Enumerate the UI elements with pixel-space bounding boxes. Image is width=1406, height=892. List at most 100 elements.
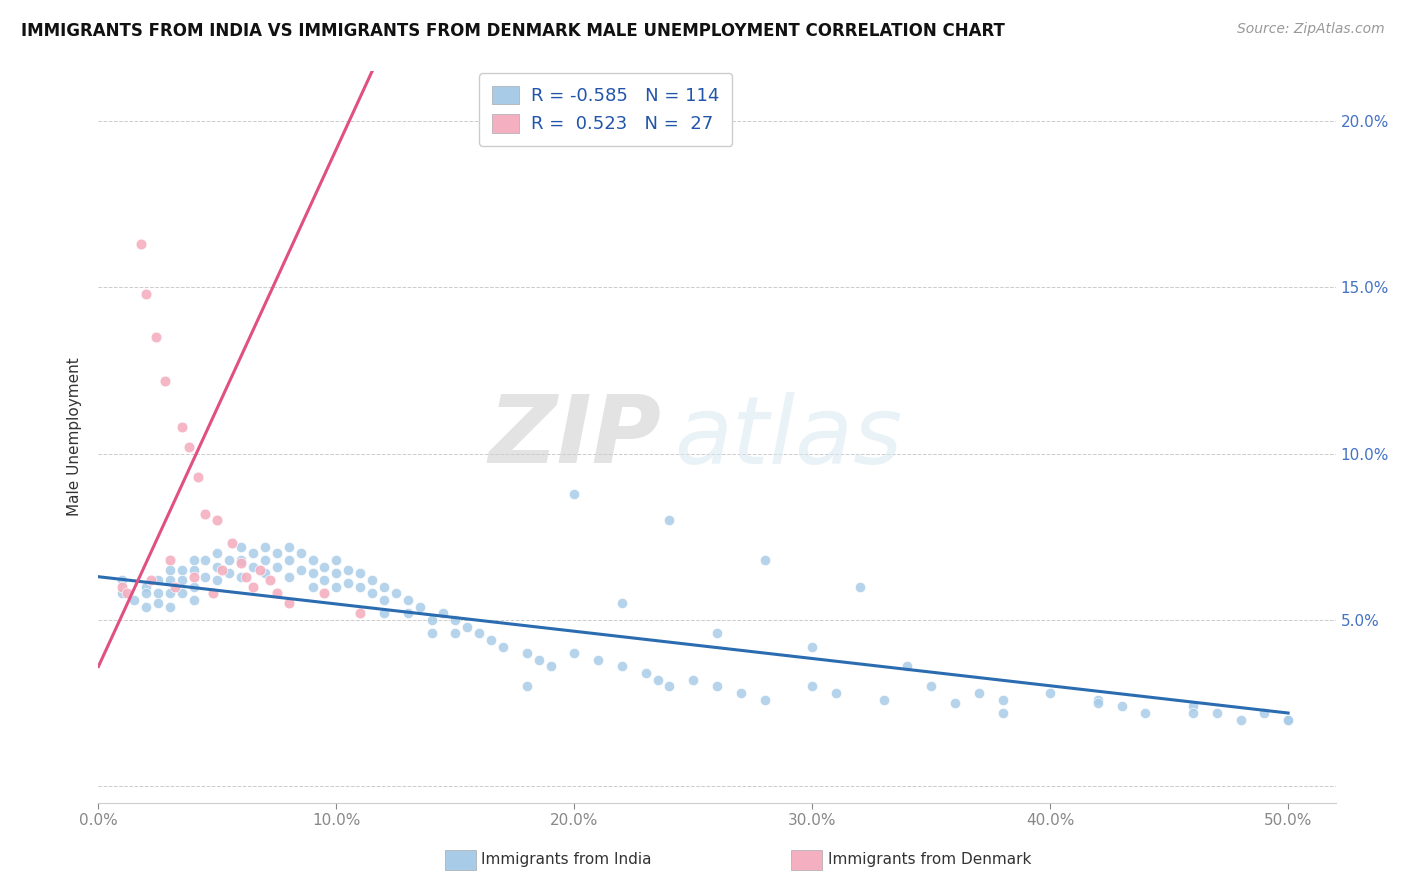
Point	[146, 596, 169, 610]
Point	[1111, 699, 1133, 714]
Point	[183, 570, 205, 584]
Point	[242, 559, 264, 574]
Point	[610, 659, 633, 673]
Point	[177, 440, 200, 454]
Point	[527, 653, 550, 667]
Point	[361, 573, 384, 587]
Point	[385, 586, 408, 600]
Point	[183, 593, 205, 607]
Point	[730, 686, 752, 700]
Point	[337, 563, 360, 577]
Y-axis label: Male Unemployment: Male Unemployment	[67, 358, 83, 516]
Point	[194, 507, 217, 521]
Point	[259, 573, 281, 587]
Point	[115, 586, 138, 600]
Point	[170, 573, 193, 587]
Point	[211, 563, 233, 577]
Point	[194, 553, 217, 567]
Point	[754, 692, 776, 706]
Point	[159, 553, 181, 567]
Point	[183, 553, 205, 567]
Point	[1277, 713, 1299, 727]
Point	[231, 553, 253, 567]
Point	[242, 580, 264, 594]
Point	[290, 563, 312, 577]
Point	[159, 586, 181, 600]
Point	[479, 632, 502, 647]
Point	[396, 607, 419, 621]
Point	[706, 626, 728, 640]
Text: Immigrants from India: Immigrants from India	[481, 853, 652, 867]
Point	[325, 566, 347, 581]
Point	[242, 546, 264, 560]
Point	[349, 607, 371, 621]
Point	[183, 580, 205, 594]
Point	[943, 696, 966, 710]
Point	[540, 659, 562, 673]
Point	[277, 596, 299, 610]
Point	[1277, 713, 1299, 727]
Legend: R = -0.585   N = 114, R =  0.523   N =  27: R = -0.585 N = 114, R = 0.523 N = 27	[479, 73, 733, 146]
Point	[159, 573, 181, 587]
Point	[706, 680, 728, 694]
Point	[337, 576, 360, 591]
Point	[139, 573, 162, 587]
Point	[111, 573, 134, 587]
Point	[468, 626, 491, 640]
Text: Immigrants from Denmark: Immigrants from Denmark	[828, 853, 1031, 867]
Point	[991, 706, 1014, 720]
Point	[658, 513, 681, 527]
Point	[301, 566, 323, 581]
Point	[1181, 706, 1204, 720]
Point	[145, 330, 167, 344]
Point	[658, 680, 681, 694]
Point	[201, 586, 224, 600]
Point	[562, 646, 585, 660]
Point	[207, 513, 229, 527]
Point	[170, 420, 193, 434]
Point	[253, 553, 276, 567]
Point	[586, 653, 609, 667]
Point	[290, 546, 312, 560]
Point	[801, 640, 824, 654]
Point	[516, 680, 538, 694]
Point	[153, 374, 176, 388]
Point	[1087, 696, 1109, 710]
Point	[647, 673, 669, 687]
Point	[122, 593, 145, 607]
Point	[187, 470, 209, 484]
Point	[1181, 699, 1204, 714]
Point	[135, 287, 157, 301]
Point	[408, 599, 430, 614]
Point	[135, 599, 157, 614]
Point	[562, 486, 585, 500]
Point	[301, 553, 323, 567]
Point	[456, 619, 478, 633]
Point	[170, 563, 193, 577]
Point	[159, 599, 181, 614]
Point	[207, 546, 229, 560]
Point	[349, 580, 371, 594]
Point	[516, 646, 538, 660]
Point	[325, 553, 347, 567]
Point	[129, 237, 152, 252]
Point	[1039, 686, 1062, 700]
Point	[111, 586, 134, 600]
Point	[754, 553, 776, 567]
Point	[266, 559, 288, 574]
Point	[231, 540, 253, 554]
Point	[266, 546, 288, 560]
Point	[373, 580, 395, 594]
Point	[301, 580, 323, 594]
Point	[253, 540, 276, 554]
Point	[146, 586, 169, 600]
Point	[444, 626, 467, 640]
Point	[825, 686, 848, 700]
Point	[325, 580, 347, 594]
Point	[361, 586, 384, 600]
Point	[277, 570, 299, 584]
Point	[221, 536, 243, 550]
Point	[610, 596, 633, 610]
Point	[801, 680, 824, 694]
Point	[231, 570, 253, 584]
